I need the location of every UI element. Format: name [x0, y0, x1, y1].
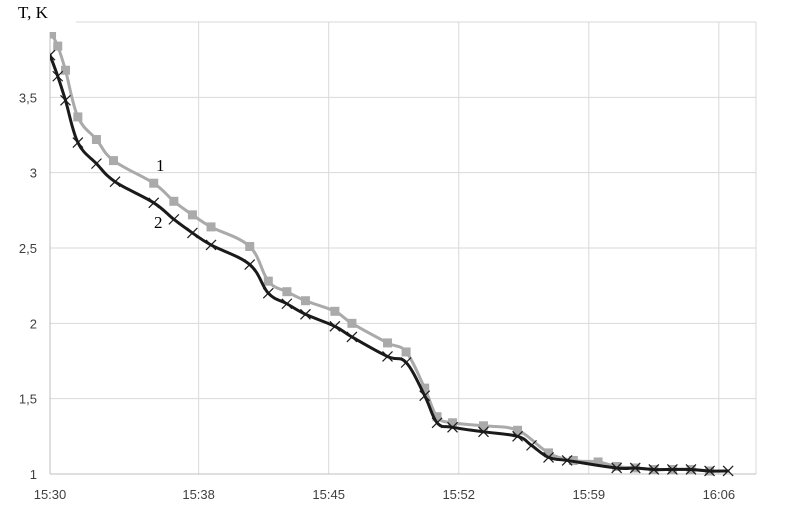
series-1-point [206, 222, 216, 232]
y-axis-title: T, K [18, 3, 49, 22]
series-1-point [245, 241, 255, 251]
series-1-point [479, 421, 489, 431]
series-2-point [478, 426, 489, 438]
series-2-point [72, 137, 84, 148]
series-1-point [263, 276, 273, 286]
y-tick-label: 3 [30, 166, 37, 181]
grid [50, 21, 757, 475]
series-1-point [53, 41, 63, 51]
labels: 1 1,5 2 2,5 3 3,5 15:30 15:38 15:45 15:52 15:59 16:… [8, 0, 735, 502]
series-2-point [400, 357, 412, 368]
series-2-point [187, 227, 198, 239]
series-2-point [666, 464, 678, 475]
series-2-point [60, 94, 71, 106]
series-2-point [168, 213, 180, 225]
y-tick-label: 3,5 [19, 90, 37, 105]
series-2-point [262, 287, 274, 299]
series-1-point [91, 135, 101, 145]
series-1-point [108, 156, 118, 166]
series-2-point [382, 351, 393, 362]
x-tick-label: 15:45 [312, 487, 345, 502]
series-2-point [419, 390, 431, 402]
series-2-point [346, 331, 358, 343]
series-2-point [629, 462, 641, 474]
series-2-point [205, 239, 217, 251]
series-2-point [543, 452, 554, 463]
series-1-point [432, 412, 442, 422]
y-tick-label: 1 [30, 467, 37, 482]
series-label-1: 1 [156, 156, 165, 175]
series-2-point [281, 298, 293, 310]
series-2-point [109, 176, 121, 188]
series-2-point [447, 421, 458, 433]
axes [49, 18, 756, 475]
series-group [50, 29, 734, 477]
series-1-point [513, 425, 523, 435]
series-1-point [593, 457, 603, 467]
x-tick-label: 15:52 [442, 487, 475, 502]
series-1-point [330, 306, 340, 316]
series-1-point [420, 383, 430, 393]
series-1-point [383, 338, 393, 348]
series-1-point [401, 347, 411, 357]
series-2-point [685, 464, 697, 475]
series-1-point [50, 29, 57, 39]
x-tick-label: 16:06 [703, 487, 736, 502]
series-1-point [187, 210, 197, 220]
y-axis-title-backing [8, 0, 76, 32]
x-tick-label: 15:59 [573, 487, 606, 502]
series-2-point [561, 455, 573, 466]
y-tick-label: 2 [30, 316, 37, 331]
series-2-point [722, 465, 734, 477]
series-label-2: 2 [154, 213, 163, 232]
series-2-point [244, 259, 256, 270]
series-1-point [347, 318, 357, 328]
series-2-point [704, 465, 715, 477]
series-1-point [149, 178, 159, 188]
x-tick-label: 15:38 [182, 487, 215, 502]
y-tick-label: 1,5 [19, 392, 37, 407]
series-1-point [544, 448, 554, 458]
x-tick-label: 15:30 [34, 487, 67, 502]
series-2-point [329, 320, 341, 332]
series-1-point [282, 287, 292, 297]
series-2-point [50, 49, 56, 61]
series-2-point [300, 308, 311, 320]
y-tick-label: 2,5 [19, 241, 37, 256]
series-1-point [300, 296, 310, 306]
series-2-point [148, 197, 160, 209]
series-1-point [60, 65, 70, 75]
series-2-point [91, 158, 102, 170]
series-2-point [52, 70, 64, 82]
series-1-point [169, 196, 179, 206]
series-2-point [648, 464, 660, 475]
series-2-point [526, 439, 537, 451]
series-1-point [448, 418, 458, 428]
series-2-point [431, 417, 443, 429]
series-2 [50, 49, 734, 477]
series-2-point [512, 430, 523, 442]
series-1-point [73, 112, 83, 122]
series-2-point [611, 462, 623, 474]
